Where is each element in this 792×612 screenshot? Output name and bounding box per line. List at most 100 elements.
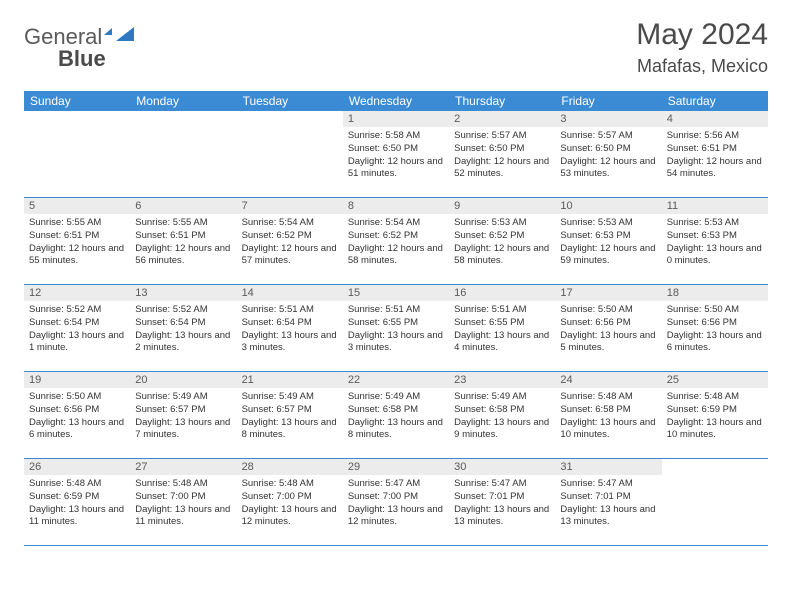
day-cell: 10Sunrise: 5:53 AMSunset: 6:53 PMDayligh… [555, 198, 661, 284]
day-cell: 24Sunrise: 5:48 AMSunset: 6:58 PMDayligh… [555, 372, 661, 458]
day-cell: 13Sunrise: 5:52 AMSunset: 6:54 PMDayligh… [130, 285, 236, 371]
day-details: Sunrise: 5:48 AMSunset: 6:59 PMDaylight:… [24, 475, 130, 534]
day-details: Sunrise: 5:56 AMSunset: 6:51 PMDaylight:… [662, 127, 768, 186]
day-cell: 27Sunrise: 5:48 AMSunset: 7:00 PMDayligh… [130, 459, 236, 545]
day-number: 18 [662, 285, 768, 301]
day-cell: 8Sunrise: 5:54 AMSunset: 6:52 PMDaylight… [343, 198, 449, 284]
day-cell: 20Sunrise: 5:49 AMSunset: 6:57 PMDayligh… [130, 372, 236, 458]
day-details: Sunrise: 5:53 AMSunset: 6:52 PMDaylight:… [449, 214, 555, 273]
day-cell: 3Sunrise: 5:57 AMSunset: 6:50 PMDaylight… [555, 111, 661, 197]
day-cell: 30Sunrise: 5:47 AMSunset: 7:01 PMDayligh… [449, 459, 555, 545]
location: Mafafas, Mexico [636, 56, 768, 77]
day-cell: 31Sunrise: 5:47 AMSunset: 7:01 PMDayligh… [555, 459, 661, 545]
day-details: Sunrise: 5:48 AMSunset: 7:00 PMDaylight:… [237, 475, 343, 534]
day-cell: 23Sunrise: 5:49 AMSunset: 6:58 PMDayligh… [449, 372, 555, 458]
week-row: ...1Sunrise: 5:58 AMSunset: 6:50 PMDayli… [24, 111, 768, 198]
day-number: 15 [343, 285, 449, 301]
weekday-header: Wednesday [343, 91, 449, 111]
day-number: 19 [24, 372, 130, 388]
day-cell: 21Sunrise: 5:49 AMSunset: 6:57 PMDayligh… [237, 372, 343, 458]
day-details: Sunrise: 5:53 AMSunset: 6:53 PMDaylight:… [555, 214, 661, 273]
day-number: 12 [24, 285, 130, 301]
day-cell: 17Sunrise: 5:50 AMSunset: 6:56 PMDayligh… [555, 285, 661, 371]
week-row: 5Sunrise: 5:55 AMSunset: 6:51 PMDaylight… [24, 198, 768, 285]
weekday-header: Sunday [24, 91, 130, 111]
day-number: 17 [555, 285, 661, 301]
day-cell: 19Sunrise: 5:50 AMSunset: 6:56 PMDayligh… [24, 372, 130, 458]
day-number: 28 [237, 459, 343, 475]
day-cell: 4Sunrise: 5:56 AMSunset: 6:51 PMDaylight… [662, 111, 768, 197]
day-details: Sunrise: 5:54 AMSunset: 6:52 PMDaylight:… [237, 214, 343, 273]
logo-triangle-small-icon [104, 28, 112, 35]
day-details: Sunrise: 5:53 AMSunset: 6:53 PMDaylight:… [662, 214, 768, 273]
weekday-header: Monday [130, 91, 236, 111]
weekday-header: Friday [555, 91, 661, 111]
day-cell: . [130, 111, 236, 197]
day-number: 16 [449, 285, 555, 301]
day-number: 9 [449, 198, 555, 214]
day-details: Sunrise: 5:52 AMSunset: 6:54 PMDaylight:… [130, 301, 236, 360]
day-cell: . [237, 111, 343, 197]
day-details: Sunrise: 5:47 AMSunset: 7:01 PMDaylight:… [449, 475, 555, 534]
day-details: Sunrise: 5:49 AMSunset: 6:57 PMDaylight:… [130, 388, 236, 447]
week-row: 26Sunrise: 5:48 AMSunset: 6:59 PMDayligh… [24, 459, 768, 546]
day-details: Sunrise: 5:51 AMSunset: 6:55 PMDaylight:… [449, 301, 555, 360]
day-details: Sunrise: 5:47 AMSunset: 7:00 PMDaylight:… [343, 475, 449, 534]
weekday-header: Saturday [662, 91, 768, 111]
month-title: May 2024 [636, 18, 768, 52]
day-details: Sunrise: 5:50 AMSunset: 6:56 PMDaylight:… [24, 388, 130, 447]
day-cell: 14Sunrise: 5:51 AMSunset: 6:54 PMDayligh… [237, 285, 343, 371]
day-details: Sunrise: 5:52 AMSunset: 6:54 PMDaylight:… [24, 301, 130, 360]
day-cell: 29Sunrise: 5:47 AMSunset: 7:00 PMDayligh… [343, 459, 449, 545]
week-row: 12Sunrise: 5:52 AMSunset: 6:54 PMDayligh… [24, 285, 768, 372]
day-details: Sunrise: 5:48 AMSunset: 7:00 PMDaylight:… [130, 475, 236, 534]
day-cell: 26Sunrise: 5:48 AMSunset: 6:59 PMDayligh… [24, 459, 130, 545]
calendar-page: General May 2024 Mafafas, Mexico Blue Su… [0, 0, 792, 564]
day-details: Sunrise: 5:48 AMSunset: 6:59 PMDaylight:… [662, 388, 768, 447]
calendar-grid: SundayMondayTuesdayWednesdayThursdayFrid… [24, 91, 768, 546]
day-number: 26 [24, 459, 130, 475]
day-number: 2 [449, 111, 555, 127]
day-cell: . [24, 111, 130, 197]
day-details: Sunrise: 5:49 AMSunset: 6:58 PMDaylight:… [449, 388, 555, 447]
day-cell: 2Sunrise: 5:57 AMSunset: 6:50 PMDaylight… [449, 111, 555, 197]
day-cell: 11Sunrise: 5:53 AMSunset: 6:53 PMDayligh… [662, 198, 768, 284]
day-cell: 28Sunrise: 5:48 AMSunset: 7:00 PMDayligh… [237, 459, 343, 545]
day-cell: 1Sunrise: 5:58 AMSunset: 6:50 PMDaylight… [343, 111, 449, 197]
title-block: May 2024 Mafafas, Mexico [636, 18, 768, 77]
day-number: 6 [130, 198, 236, 214]
day-cell: 16Sunrise: 5:51 AMSunset: 6:55 PMDayligh… [449, 285, 555, 371]
day-number: 8 [343, 198, 449, 214]
day-cell: 7Sunrise: 5:54 AMSunset: 6:52 PMDaylight… [237, 198, 343, 284]
day-number: 21 [237, 372, 343, 388]
day-number: 30 [449, 459, 555, 475]
day-number: 31 [555, 459, 661, 475]
logo-text-blue: Blue [58, 46, 106, 71]
day-details: Sunrise: 5:57 AMSunset: 6:50 PMDaylight:… [555, 127, 661, 186]
day-details: Sunrise: 5:49 AMSunset: 6:58 PMDaylight:… [343, 388, 449, 447]
day-cell: 6Sunrise: 5:55 AMSunset: 6:51 PMDaylight… [130, 198, 236, 284]
week-row: 19Sunrise: 5:50 AMSunset: 6:56 PMDayligh… [24, 372, 768, 459]
day-cell: . [662, 459, 768, 545]
day-number: 14 [237, 285, 343, 301]
day-number: 20 [130, 372, 236, 388]
day-number: 25 [662, 372, 768, 388]
day-details: Sunrise: 5:50 AMSunset: 6:56 PMDaylight:… [555, 301, 661, 360]
day-number: 4 [662, 111, 768, 127]
day-cell: 18Sunrise: 5:50 AMSunset: 6:56 PMDayligh… [662, 285, 768, 371]
day-details: Sunrise: 5:54 AMSunset: 6:52 PMDaylight:… [343, 214, 449, 273]
weekday-header-row: SundayMondayTuesdayWednesdayThursdayFrid… [24, 91, 768, 111]
day-details: Sunrise: 5:47 AMSunset: 7:01 PMDaylight:… [555, 475, 661, 534]
day-details: Sunrise: 5:51 AMSunset: 6:55 PMDaylight:… [343, 301, 449, 360]
day-number: 27 [130, 459, 236, 475]
weekday-header: Tuesday [237, 91, 343, 111]
header: General May 2024 Mafafas, Mexico [24, 18, 768, 77]
weekday-header: Thursday [449, 91, 555, 111]
day-cell: 15Sunrise: 5:51 AMSunset: 6:55 PMDayligh… [343, 285, 449, 371]
day-details: Sunrise: 5:50 AMSunset: 6:56 PMDaylight:… [662, 301, 768, 360]
day-number: 1 [343, 111, 449, 127]
weeks-container: ...1Sunrise: 5:58 AMSunset: 6:50 PMDayli… [24, 111, 768, 546]
day-cell: 5Sunrise: 5:55 AMSunset: 6:51 PMDaylight… [24, 198, 130, 284]
day-number: 29 [343, 459, 449, 475]
day-details: Sunrise: 5:51 AMSunset: 6:54 PMDaylight:… [237, 301, 343, 360]
